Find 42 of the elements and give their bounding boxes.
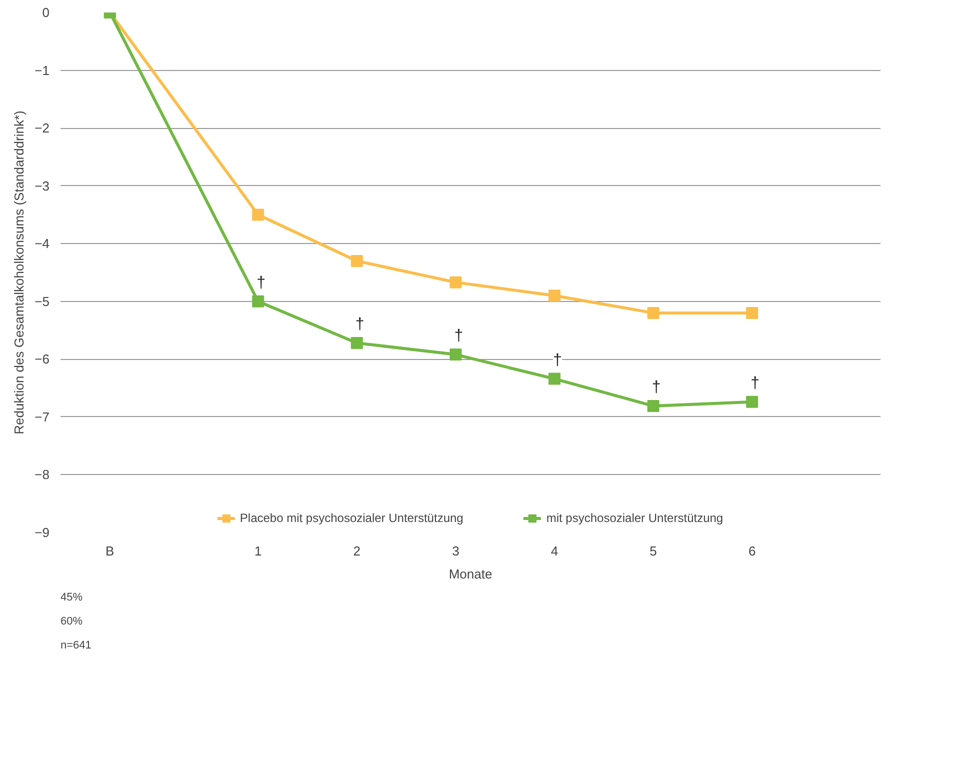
point — [647, 306, 660, 319]
y-tick-label: −3 — [34, 178, 50, 194]
y-tick-label: −4 — [34, 236, 50, 252]
y-tick-label: −8 — [34, 467, 50, 482]
y-tick-label: 0 — [42, 5, 50, 20]
point — [548, 372, 560, 385]
annotation: † — [553, 352, 562, 369]
annotation: † — [256, 274, 266, 292]
point — [350, 336, 363, 349]
point — [746, 306, 758, 319]
annotation: † — [355, 316, 364, 333]
x-tick-label: 4 — [550, 544, 558, 558]
point — [350, 254, 363, 267]
y-tick-label: −6 — [34, 352, 50, 367]
x-tick-label: B — [106, 544, 114, 558]
text: n=641 — [60, 640, 92, 652]
annotation: † — [454, 328, 464, 345]
y-tick-label: −9 — [34, 525, 50, 540]
y-tick-label: −5 — [34, 294, 50, 309]
x-tick-label: 6 — [748, 544, 756, 558]
x-tick-label: 1 — [254, 544, 262, 558]
text: 45% — [60, 592, 83, 604]
annotation: † — [750, 374, 760, 392]
point — [450, 276, 462, 288]
point — [746, 396, 758, 408]
legend-label: Placebo mit psychosozialer Unterstützung — [240, 511, 464, 525]
legend-label: mit psychosozialer Unterstützung — [546, 511, 724, 525]
point — [252, 208, 264, 221]
point — [548, 290, 560, 302]
x-tick-label: 5 — [650, 544, 657, 558]
y-axis-title: Reduktion des Gesamtalkoholkonsums (Standarddrink*) — [12, 110, 27, 434]
x-tick-label: 2 — [353, 544, 361, 558]
point — [252, 295, 264, 308]
x-axis-title: Monate — [448, 566, 492, 582]
y-tick-label: −1 — [34, 62, 50, 78]
annotation: † — [652, 378, 661, 396]
y-tick-label: −2 — [34, 120, 50, 136]
x-tick-label: 3 — [452, 544, 460, 558]
y-tick-label: −7 — [34, 409, 50, 424]
point — [647, 400, 660, 412]
text: 60% — [60, 616, 83, 628]
point — [450, 348, 462, 361]
